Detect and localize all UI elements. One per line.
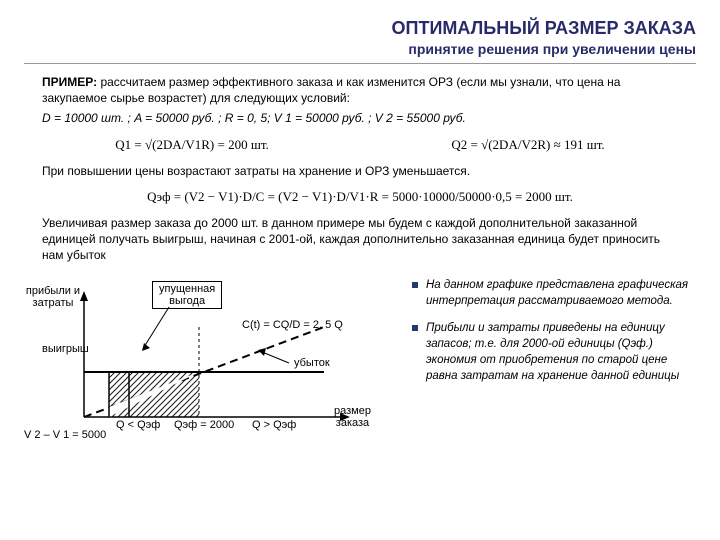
bullet-list: На данном графике представлена графическ… [412,277,696,450]
bullet-text: Прибыли и затраты приведены на единицу з… [426,320,696,384]
formula-q2: Q2 = √(2DA/V2R) ≈ 191 шт. [451,137,604,153]
bullet-icon [412,282,418,288]
formula-q1: Q1 = √(2DA/V1R) = 200 шт. [115,137,269,153]
divider [24,63,696,64]
formula-qef: Qэф = (V2 − V1)·D/C = (V2 − V1)·D/V1·R =… [147,189,573,205]
formula-row-1: Q1 = √(2DA/V1R) = 200 шт. Q2 = √(2DA/V2R… [24,137,696,153]
bullet-text: На данном графике представлена графическ… [426,277,696,309]
loss-label: упущенная выгода [152,281,222,309]
chart-area: прибыли и затраты упущенная выгода C(t) … [24,277,394,450]
gain-label: выигрыш [42,343,89,355]
example-intro: ПРИМЕР: рассчитаем размер эффективного з… [24,74,696,106]
example-params: D = 10000 шт. ; A = 50000 руб. ; R = 0, … [24,110,696,126]
v-diff-label: V 2 – V 1 = 5000 [24,429,106,441]
x-axis-label: размер заказа [334,405,371,429]
page-title: ОПТИМАЛЬНЫЙ РАЗМЕР ЗАКАЗА [24,18,696,39]
ct-label: C(t) = CQ/D = 2, 5 Q [242,319,343,331]
left-region: Q < Qэф [116,419,160,431]
page-subtitle: принятие решения при увеличении цены [24,41,696,57]
bullet-item: На данном графике представлена графическ… [412,277,696,309]
example-lead: ПРИМЕР: [42,75,97,89]
y-axis-label: прибыли и затраты [24,285,82,309]
bullet-item: Прибыли и затраты приведены на единицу з… [412,320,696,384]
ubytok-label: убыток [294,357,330,369]
formula-row-2: Qэф = (V2 − V1)·D/C = (V2 − V1)·D/V1·R =… [24,189,696,205]
bullet-icon [412,325,418,331]
right-region: Q > Qэф [252,419,296,431]
para-2: При повышении цены возрастают затраты на… [24,163,696,179]
para-3: Увеличивая размер заказа до 2000 шт. в д… [24,215,696,264]
center-label: Qэф = 2000 [174,419,234,431]
example-text: рассчитаем размер эффективного заказа и … [42,75,620,105]
